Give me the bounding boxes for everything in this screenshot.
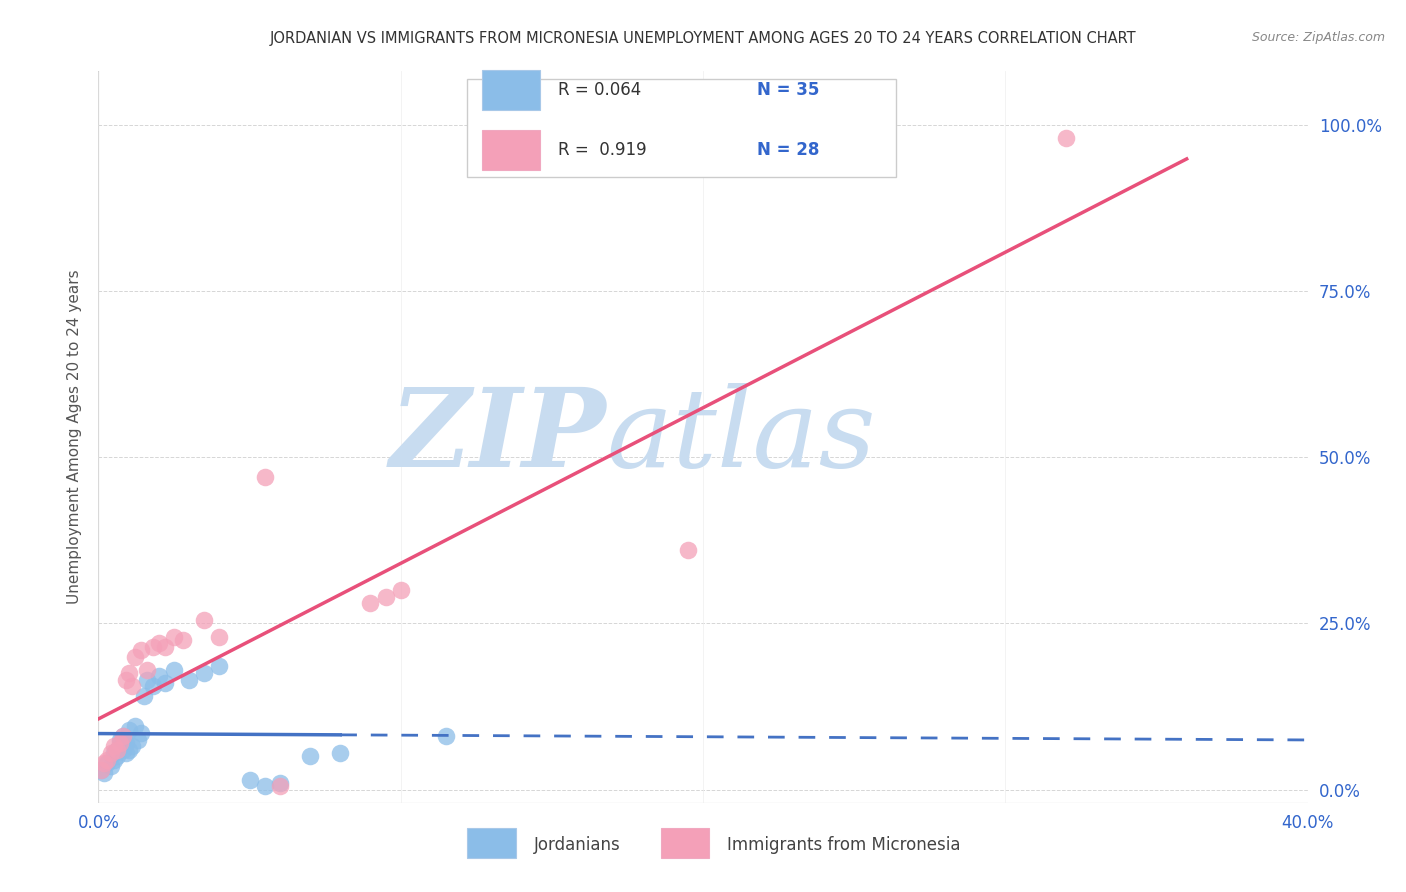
Point [153, 676, 176, 690]
Point [239, 772, 262, 787]
Point [374, 590, 396, 604]
FancyBboxPatch shape [467, 829, 516, 858]
Point [100, 759, 122, 773]
Point [121, 680, 143, 694]
Point [135, 663, 157, 677]
Point [135, 673, 157, 687]
Text: Jordanians: Jordanians [534, 836, 620, 855]
Point [434, 729, 457, 743]
Point [90, 763, 112, 777]
Point [129, 726, 152, 740]
Point [108, 739, 131, 754]
Y-axis label: Unemployment Among Ages 20 to 24 years: Unemployment Among Ages 20 to 24 years [67, 269, 83, 605]
Point [179, 673, 201, 687]
Point [153, 640, 176, 654]
Point [163, 630, 186, 644]
Point [118, 666, 141, 681]
Point [111, 742, 134, 756]
FancyBboxPatch shape [482, 130, 540, 170]
Point [93, 756, 115, 770]
Point [118, 742, 141, 756]
FancyBboxPatch shape [661, 829, 709, 858]
Point [103, 753, 125, 767]
Point [124, 719, 146, 733]
Point [253, 470, 276, 484]
Point [93, 765, 115, 780]
Point [129, 643, 152, 657]
Point [253, 779, 276, 793]
Point [90, 763, 112, 777]
Point [299, 749, 322, 764]
Point [193, 613, 215, 627]
FancyBboxPatch shape [482, 70, 540, 110]
Point [105, 742, 128, 756]
Point [329, 746, 352, 760]
Point [105, 749, 128, 764]
Point [108, 732, 131, 747]
Point [1054, 131, 1077, 145]
Text: Immigrants from Micronesia: Immigrants from Micronesia [727, 836, 960, 855]
Text: atlas: atlas [606, 384, 876, 491]
Text: ZIP: ZIP [389, 384, 606, 491]
Point [269, 779, 291, 793]
Point [193, 666, 215, 681]
Text: JORDANIAN VS IMMIGRANTS FROM MICRONESIA UNEMPLOYMENT AMONG AGES 20 TO 24 YEARS C: JORDANIAN VS IMMIGRANTS FROM MICRONESIA … [270, 31, 1136, 46]
Point [269, 776, 291, 790]
Point [105, 742, 128, 756]
Text: N = 28: N = 28 [758, 141, 820, 159]
Point [208, 630, 231, 644]
Point [121, 739, 143, 754]
Point [114, 746, 136, 760]
Point [118, 723, 141, 737]
Point [108, 736, 131, 750]
Point [676, 543, 699, 558]
Point [360, 596, 382, 610]
Text: N = 35: N = 35 [758, 80, 820, 99]
Point [111, 729, 134, 743]
Point [96, 756, 118, 770]
Point [114, 673, 136, 687]
Point [208, 659, 231, 673]
Point [103, 746, 125, 760]
Point [100, 746, 122, 760]
Point [148, 669, 170, 683]
Point [163, 663, 186, 677]
Point [124, 649, 146, 664]
Point [127, 732, 149, 747]
Text: R = 0.064: R = 0.064 [558, 80, 641, 99]
Point [142, 640, 165, 654]
Text: R =  0.919: R = 0.919 [558, 141, 647, 159]
Point [114, 736, 136, 750]
Text: Source: ZipAtlas.com: Source: ZipAtlas.com [1251, 31, 1385, 45]
Point [172, 632, 194, 647]
FancyBboxPatch shape [467, 78, 897, 178]
Point [132, 690, 155, 704]
Point [142, 680, 165, 694]
Point [96, 753, 118, 767]
Point [103, 739, 125, 754]
Point [389, 582, 412, 597]
Point [111, 729, 134, 743]
Point [148, 636, 170, 650]
